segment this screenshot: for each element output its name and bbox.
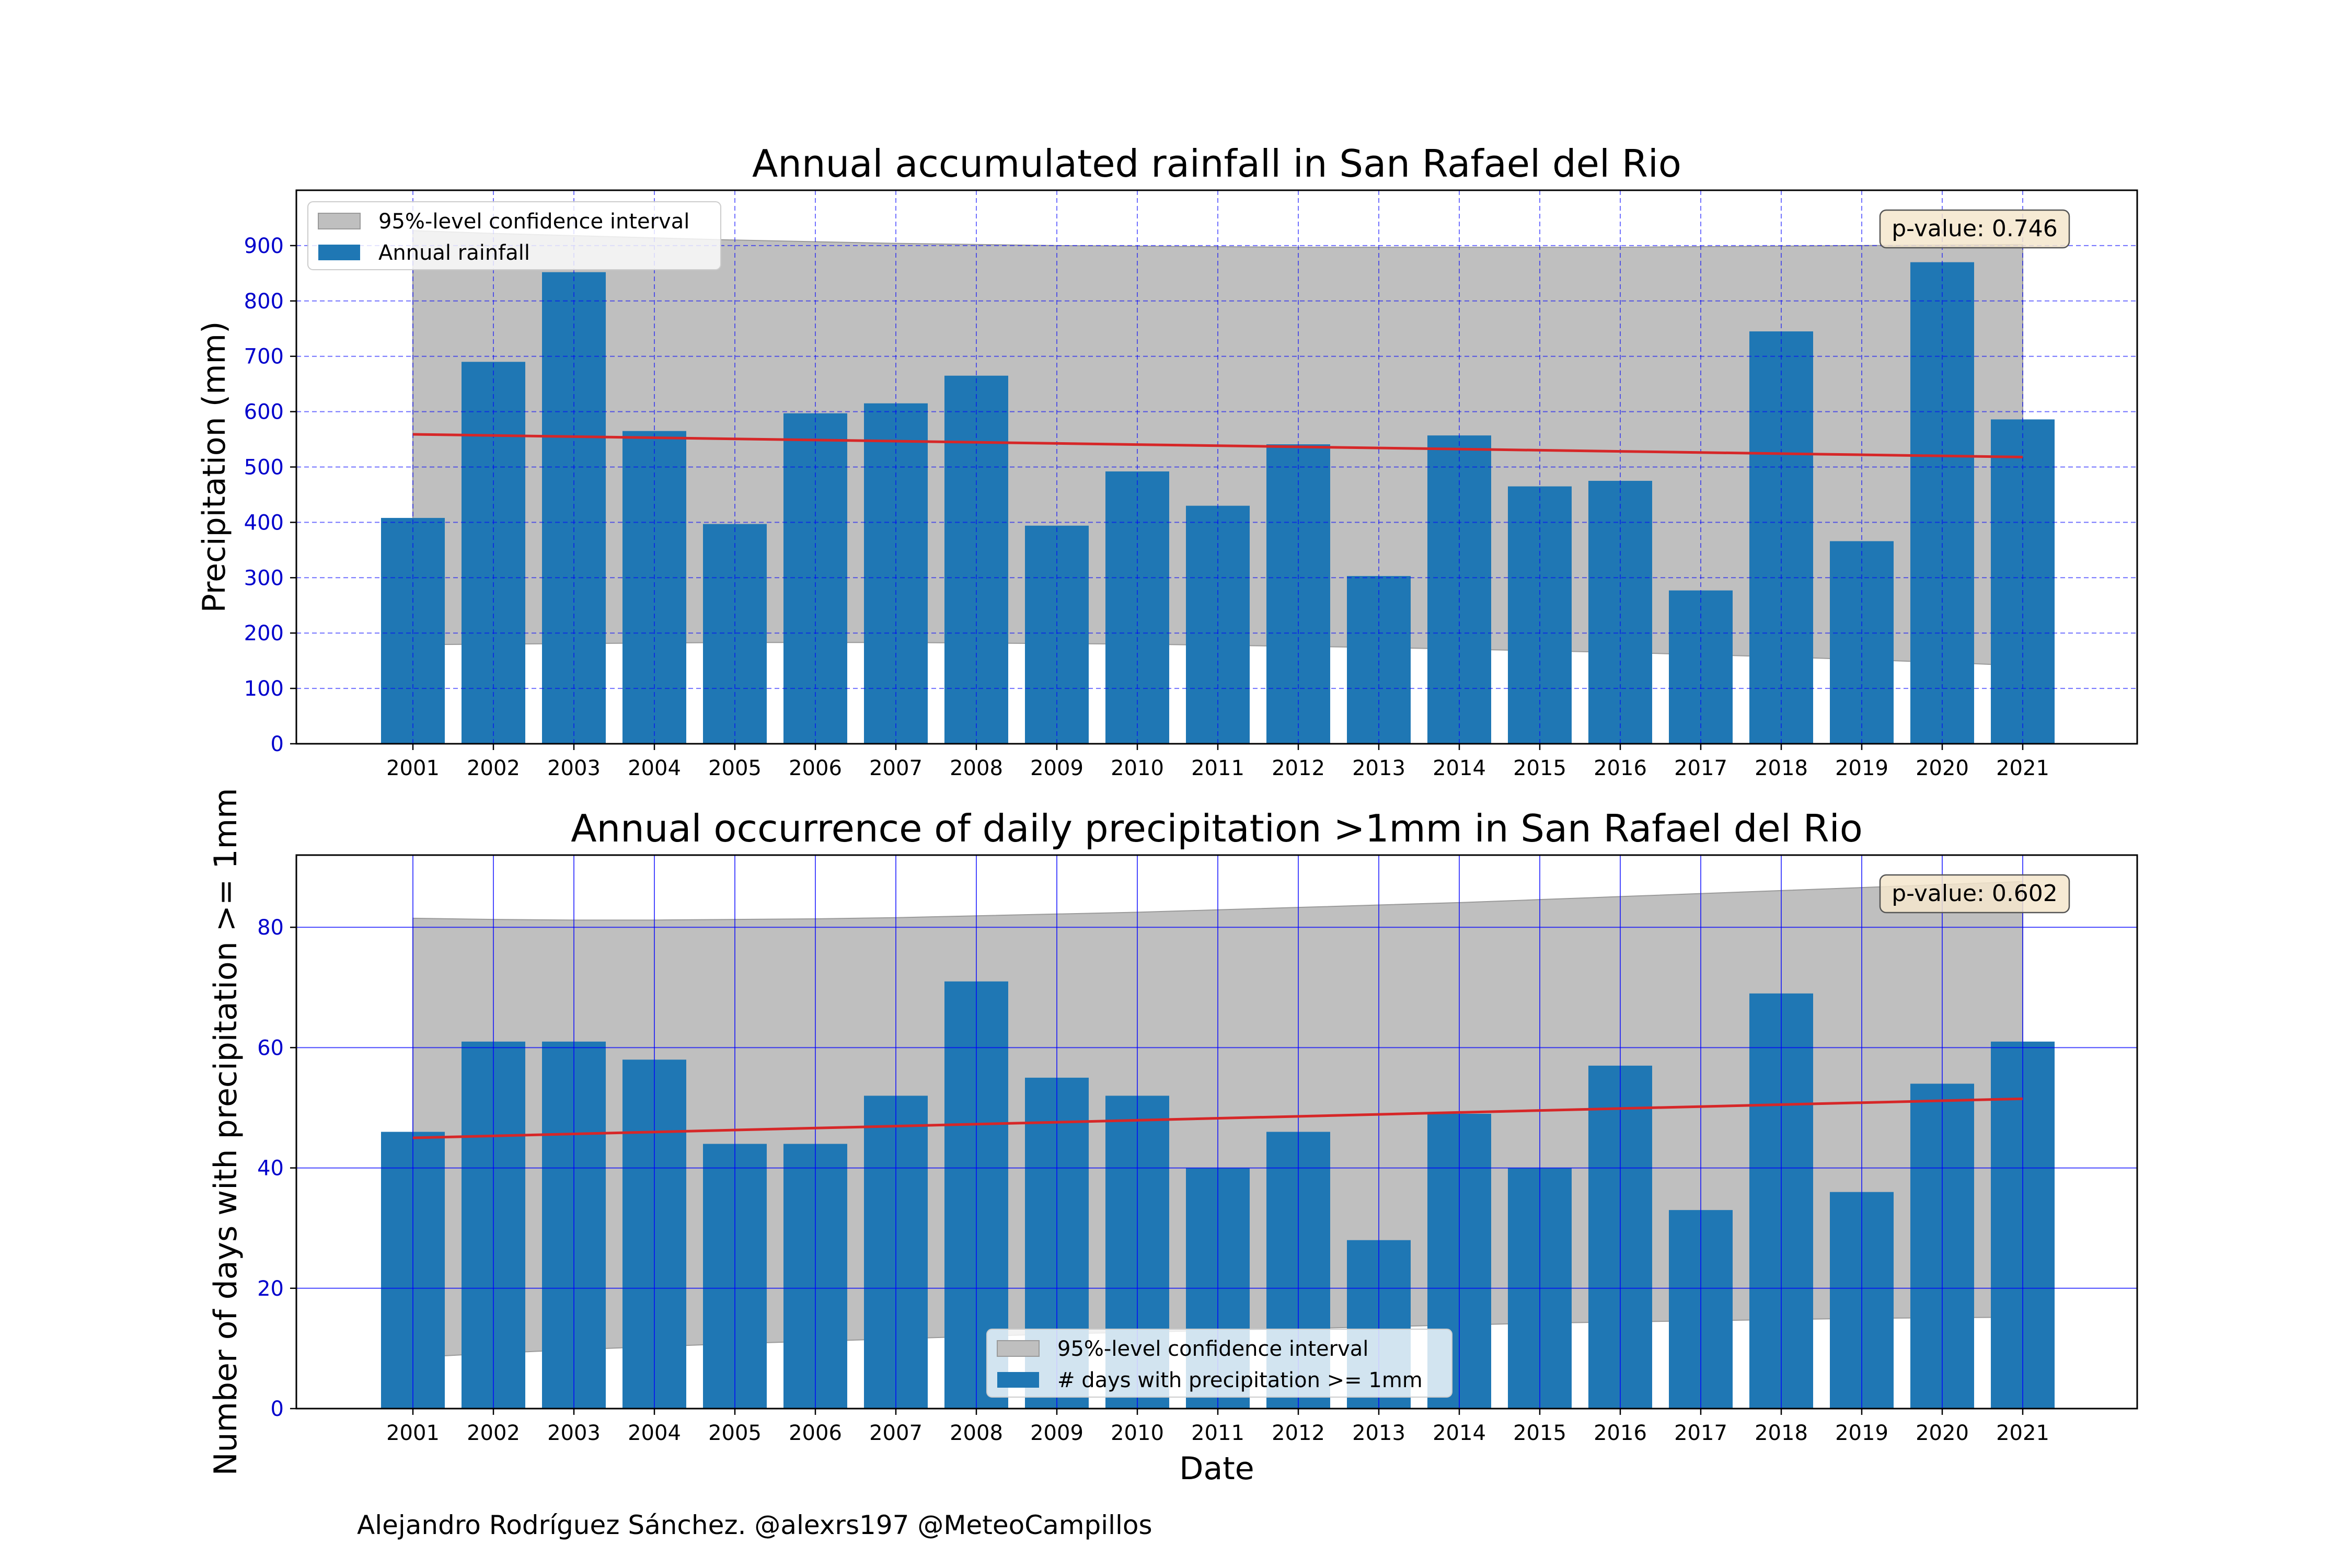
x-tick-label: 2020 xyxy=(1916,756,1969,780)
axes-frame xyxy=(295,854,2138,1410)
y-tick-label: 200 xyxy=(244,621,284,645)
credit-text: Alejandro Rodríguez Sánchez. @alexrs197 … xyxy=(357,1510,1152,1540)
x-tick-label: 2010 xyxy=(1111,756,1164,780)
legend-label-band: 95%-level confidence interval xyxy=(378,210,689,234)
x-tick-label: 2004 xyxy=(628,756,681,780)
trend-line xyxy=(412,433,2023,458)
x-tick-label: 2016 xyxy=(1594,756,1647,780)
y-ticks: 0 20 40 60 80 xyxy=(257,916,296,1421)
trend-line xyxy=(412,1097,2023,1139)
x-tick-label: 2013 xyxy=(1352,756,1405,780)
legend-label-bar: Annual rainfall xyxy=(378,241,530,265)
x-tick-label: 2010 xyxy=(1111,1421,1164,1445)
chart-2: 2001 2002 2003 2004 2005 2006 2007 2008 2009 2010… xyxy=(207,788,2138,1487)
x-tick-label: 2019 xyxy=(1835,756,1888,780)
x-tick-label: 2021 xyxy=(1996,1421,2049,1445)
legend-swatch-bar xyxy=(997,1372,1039,1388)
chart-title: Annual occurrence of daily precipitation… xyxy=(571,806,1863,850)
x-tick-label: 2009 xyxy=(1030,756,1083,780)
y-tick-label: 0 xyxy=(271,732,284,756)
x-tick-label: 2011 xyxy=(1191,756,1244,780)
y-tick-label: 0 xyxy=(271,1397,284,1421)
chart-1: 2001 2002 2003 2004 2005 2006 2007 2008 2009 2010… xyxy=(196,142,2138,780)
x-tick-label: 2001 xyxy=(386,1421,440,1445)
legend: 95%-level confidence interval Annual rain… xyxy=(307,201,721,270)
y-axis-label: Precipitation (mm) xyxy=(196,321,233,613)
y-tick-label: 800 xyxy=(244,290,284,314)
legend-label-bar: # days with precipitation >= 1mm xyxy=(1057,1368,1423,1392)
y-tick-label: 300 xyxy=(244,566,284,590)
y-axis-label: Number of days with precipitation >= 1mm xyxy=(207,788,244,1476)
y-tick-label: 700 xyxy=(244,345,284,369)
pvalue-text: p-value: 0.746 xyxy=(1892,215,2058,242)
x-tick-label: 2015 xyxy=(1513,1421,1566,1445)
x-tick-label: 2003 xyxy=(547,1421,601,1445)
x-tick-label: 2002 xyxy=(467,1421,520,1445)
legend: 95%-level confidence interval # days with… xyxy=(986,1329,1452,1398)
x-tick-label: 2020 xyxy=(1916,1421,1969,1445)
y-tick-label: 600 xyxy=(244,400,284,424)
y-tick-label: 80 xyxy=(257,916,284,940)
x-ticks: 2001 2002 2003 2004 2005 2006 2007 2008 2009 2010… xyxy=(386,1409,2049,1445)
x-tick-label: 2015 xyxy=(1513,756,1566,780)
x-tick-label: 2011 xyxy=(1191,1421,1244,1445)
x-tick-label: 2006 xyxy=(789,1421,842,1445)
x-tick-label: 2008 xyxy=(950,1421,1003,1445)
x-tick-label: 2001 xyxy=(386,756,440,780)
bar-2017 xyxy=(1669,590,1733,744)
x-tick-label: 2008 xyxy=(950,756,1003,780)
grid xyxy=(296,190,2137,744)
pvalue-box-bg xyxy=(1879,209,2070,249)
y-tick-label: 100 xyxy=(244,677,284,701)
x-tick-label: 2006 xyxy=(789,756,842,780)
x-axis-label: Date xyxy=(1179,1450,1254,1487)
legend-label-band: 95%-level confidence interval xyxy=(1057,1337,1368,1361)
legend-box xyxy=(986,1329,1452,1398)
y-ticks: 0 100 200 300 400 500 600 700 800 900 xyxy=(244,234,296,756)
x-tick-label: 2013 xyxy=(1352,1421,1405,1445)
y-tick-label: 20 xyxy=(257,1277,284,1301)
x-tick-label: 2012 xyxy=(1272,756,1325,780)
x-tick-label: 2007 xyxy=(869,1421,923,1445)
x-tick-label: 2002 xyxy=(467,756,520,780)
x-tick-label: 2007 xyxy=(869,756,923,780)
x-tick-label: 2017 xyxy=(1674,756,1727,780)
chart-title: Annual accumulated rainfall in San Rafae… xyxy=(752,142,1681,186)
legend-box xyxy=(307,201,721,270)
x-tick-label: 2004 xyxy=(628,1421,681,1445)
x-tick-label: 2018 xyxy=(1755,1421,1808,1445)
x-tick-label: 2018 xyxy=(1755,756,1808,780)
x-tick-label: 2009 xyxy=(1030,1421,1083,1445)
legend-swatch-bar xyxy=(318,245,360,260)
x-tick-label: 2021 xyxy=(1996,756,2049,780)
x-tick-label: 2005 xyxy=(708,1421,762,1445)
pvalue-box: p-value: 0.746 xyxy=(1879,209,2070,249)
pvalue-box: p-value: 0.602 xyxy=(1879,874,2070,914)
x-tick-label: 2014 xyxy=(1433,756,1486,780)
x-tick-label: 2017 xyxy=(1674,1421,1727,1445)
x-tick-label: 2014 xyxy=(1433,1421,1486,1445)
x-tick-label: 2016 xyxy=(1594,1421,1647,1445)
y-tick-label: 900 xyxy=(244,234,284,258)
x-ticks: 2001 2002 2003 2004 2005 2006 2007 2008 2009 2010… xyxy=(386,744,2049,780)
x-tick-label: 2012 xyxy=(1272,1421,1325,1445)
legend-swatch-band xyxy=(318,213,361,229)
y-tick-label: 500 xyxy=(244,456,284,480)
x-tick-label: 2005 xyxy=(708,756,762,780)
pvalue-box-bg xyxy=(1879,874,2070,914)
y-tick-label: 40 xyxy=(257,1157,284,1181)
bar-2019 xyxy=(1830,541,1894,744)
y-tick-label: 400 xyxy=(244,511,284,535)
y-tick-label: 60 xyxy=(257,1036,284,1060)
legend-swatch-band xyxy=(997,1340,1040,1357)
bar-2004 xyxy=(622,431,686,744)
pvalue-text: p-value: 0.602 xyxy=(1892,880,2058,907)
x-tick-label: 2003 xyxy=(547,756,601,780)
bars xyxy=(381,262,2055,744)
x-tick-label: 2019 xyxy=(1835,1421,1888,1445)
